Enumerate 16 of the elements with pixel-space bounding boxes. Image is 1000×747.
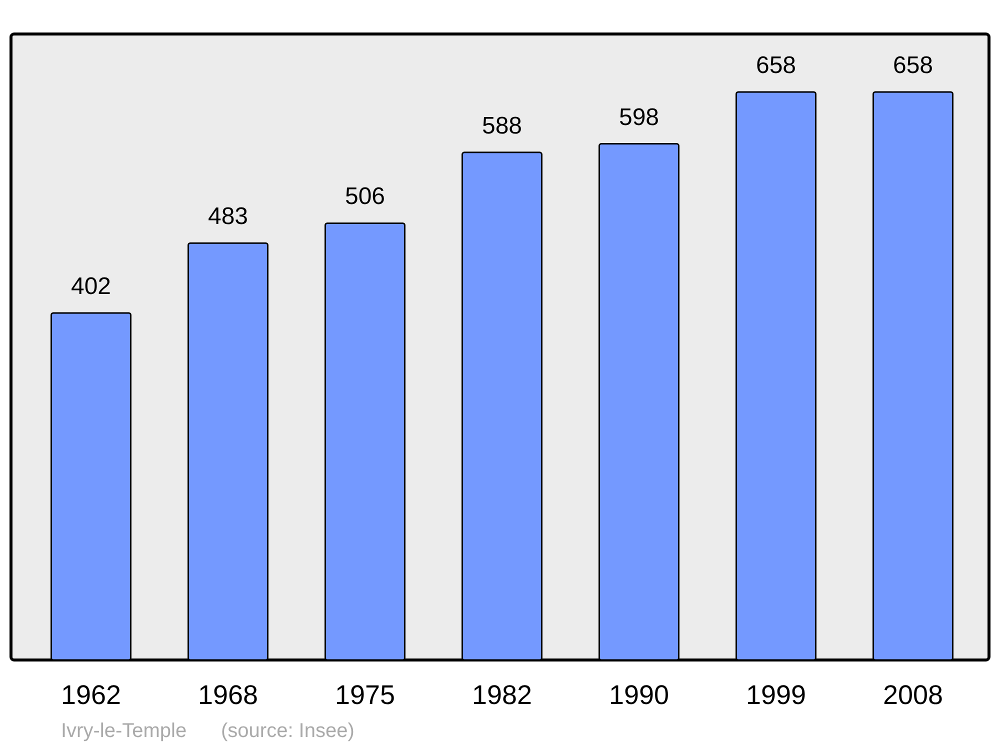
x-tick-label: 1975 xyxy=(334,680,396,710)
x-tick-label: 1962 xyxy=(60,680,122,710)
x-tick-label: 1990 xyxy=(608,680,670,710)
data-label: 588 xyxy=(482,112,522,140)
x-tick-label: 2008 xyxy=(882,680,944,710)
data-label: 658 xyxy=(756,52,796,79)
data-label: 506 xyxy=(344,183,386,210)
text: (source: Insee) xyxy=(221,720,354,742)
data-label: 402 xyxy=(70,272,112,300)
data-label: 598 xyxy=(618,104,660,131)
x-tick-label: 1968 xyxy=(198,680,258,710)
data-label: 483 xyxy=(208,203,248,230)
text: Ivry-le-Temple xyxy=(61,720,187,742)
data-label: 658 xyxy=(892,52,934,79)
x-tick-label: 1999 xyxy=(746,680,806,710)
x-tick-label: 1982 xyxy=(472,680,532,710)
